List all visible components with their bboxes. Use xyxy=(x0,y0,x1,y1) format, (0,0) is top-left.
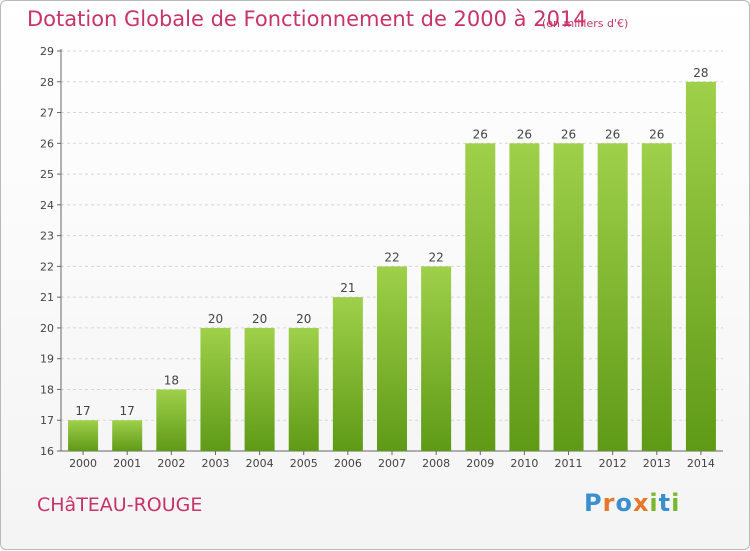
data-label: 22 xyxy=(384,250,399,264)
logo-letter: P xyxy=(584,489,603,517)
logo-letter: i xyxy=(649,489,659,517)
bar xyxy=(332,297,363,451)
data-label: 20 xyxy=(296,312,311,326)
y-tick-label: 25 xyxy=(40,168,54,181)
bar xyxy=(112,420,143,451)
bar xyxy=(288,327,319,451)
chart-title: Dotation Globale de Fonctionnement de 20… xyxy=(27,7,587,31)
y-tick-label: 26 xyxy=(40,137,54,150)
x-tick-label: 2003 xyxy=(201,457,229,470)
data-label: 21 xyxy=(340,281,355,295)
bar xyxy=(244,327,275,451)
bar xyxy=(685,81,716,452)
x-tick-label: 2002 xyxy=(157,457,185,470)
data-label: 26 xyxy=(517,127,532,141)
bar xyxy=(200,327,231,451)
x-tick-label: 2001 xyxy=(113,457,141,470)
bar xyxy=(641,143,672,452)
y-tick-label: 21 xyxy=(40,291,54,304)
bar xyxy=(597,143,628,452)
logo-letter: t xyxy=(658,489,672,517)
bar xyxy=(465,143,496,452)
y-tick-label: 28 xyxy=(40,76,54,89)
logo-letter: o xyxy=(615,489,633,517)
logo-letter: i xyxy=(671,489,681,517)
data-label: 26 xyxy=(649,127,664,141)
x-tick-label: 2008 xyxy=(422,457,450,470)
x-tick-label: 2000 xyxy=(69,457,97,470)
proxiti-logo[interactable]: Proxiti xyxy=(584,489,680,517)
x-tick-label: 2011 xyxy=(555,457,583,470)
logo-letter: x xyxy=(632,489,650,517)
x-tick-label: 2007 xyxy=(378,457,406,470)
data-label: 26 xyxy=(605,127,620,141)
bar xyxy=(376,266,408,451)
data-label: 26 xyxy=(473,127,488,141)
data-label: 22 xyxy=(428,250,443,264)
data-label: 17 xyxy=(75,404,90,418)
chart-subtitle: (en milliers d'€) xyxy=(542,17,629,30)
bar xyxy=(421,266,452,451)
data-label: 18 xyxy=(164,373,179,387)
y-tick-label: 24 xyxy=(40,199,54,212)
bar xyxy=(156,389,187,451)
y-tick-label: 20 xyxy=(40,322,54,335)
y-tick-label: 19 xyxy=(40,353,54,366)
y-tick-label: 16 xyxy=(40,445,54,458)
bar xyxy=(553,143,584,452)
x-tick-label: 2014 xyxy=(687,457,715,470)
data-label: 26 xyxy=(561,127,576,141)
y-tick-label: 18 xyxy=(40,383,54,396)
bar xyxy=(509,143,540,452)
x-tick-label: 2004 xyxy=(246,457,274,470)
bar xyxy=(68,420,99,451)
x-tick-label: 2006 xyxy=(334,457,362,470)
y-tick-label: 17 xyxy=(40,414,54,427)
labels: 16 17 18 19 20 21 22 23 24 25 26 27 28 29 17 2000 17 2001… xyxy=(40,45,715,470)
x-tick-label: 2013 xyxy=(643,457,671,470)
y-tick-label: 22 xyxy=(40,260,54,273)
x-tick-label: 2012 xyxy=(599,457,627,470)
y-tick-label: 23 xyxy=(40,230,54,243)
y-tick-label: 29 xyxy=(40,45,54,58)
data-label: 20 xyxy=(252,312,267,326)
data-label: 28 xyxy=(693,66,708,80)
data-label: 17 xyxy=(120,404,135,418)
logo-letter: r xyxy=(602,489,616,517)
bars xyxy=(68,81,716,452)
x-tick-label: 2009 xyxy=(466,457,494,470)
x-tick-label: 2010 xyxy=(510,457,538,470)
y-tick-label: 27 xyxy=(40,107,54,120)
commune-name: CHâTEAU-ROUGE xyxy=(37,494,203,516)
x-tick-label: 2005 xyxy=(290,457,318,470)
data-label: 20 xyxy=(208,312,223,326)
